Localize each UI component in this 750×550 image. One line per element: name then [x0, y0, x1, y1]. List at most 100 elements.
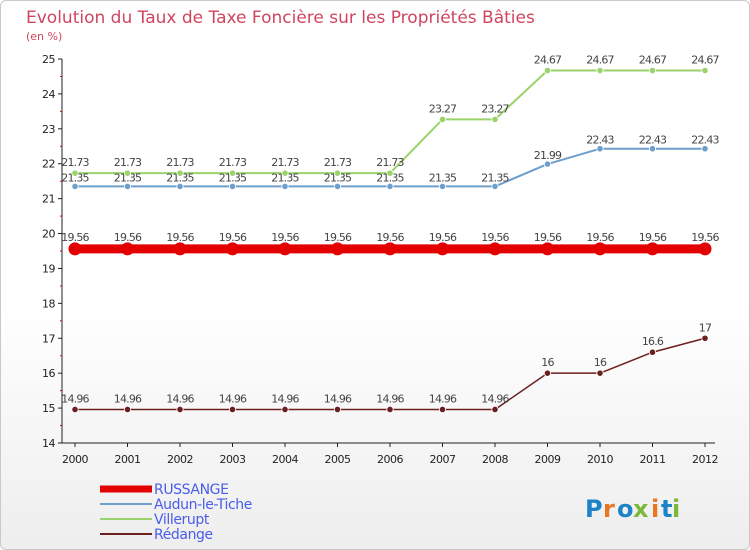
legend-label: Audun-le-Tiche: [154, 497, 252, 513]
data-label: 19.56: [114, 231, 142, 244]
data-label: 21.35: [429, 171, 457, 184]
x-tick-label: 2005: [325, 453, 351, 466]
data-label: 21.35: [324, 171, 352, 184]
data-point: [386, 169, 394, 177]
data-point: [121, 242, 134, 256]
data-point: [278, 242, 292, 256]
legend-label: Rédange: [154, 527, 213, 543]
data-point: [386, 405, 394, 414]
x-tick-label: 2002: [167, 453, 193, 466]
chart-unit-label: (en %): [26, 30, 62, 43]
data-point: [488, 242, 502, 256]
data-label: 21.35: [219, 171, 247, 184]
data-label: 24.67: [534, 54, 562, 67]
data-label: 23.27: [429, 102, 457, 115]
data-point: [333, 182, 342, 191]
logo-letter: i: [672, 495, 680, 523]
x-tick-label: 2007: [430, 453, 456, 466]
x-tick-label: 2009: [535, 453, 561, 466]
data-point: [68, 242, 82, 256]
data-point: [228, 405, 237, 414]
y-tick-label: 23: [42, 123, 55, 136]
y-tick-label: 22: [42, 158, 55, 171]
logo-letter: r: [603, 495, 615, 523]
data-label: 14.96: [324, 392, 352, 405]
data-point: [333, 169, 342, 177]
data-label: 19.56: [534, 231, 562, 244]
data-point: [648, 145, 657, 153]
y-tick-label: 18: [42, 297, 55, 310]
data-point: [176, 405, 184, 414]
data-label: 19.56: [219, 231, 247, 244]
data-label: 17: [699, 321, 712, 334]
data-point: [543, 369, 552, 377]
data-label: 23.27: [481, 102, 509, 115]
data-point: [331, 242, 344, 256]
data-point: [386, 182, 394, 191]
data-point: [596, 66, 604, 75]
data-point: [543, 160, 552, 168]
data-point: [646, 242, 659, 256]
data-label: 21.99: [534, 149, 562, 162]
x-tick-label: 2001: [115, 453, 141, 466]
data-point: [491, 405, 499, 414]
data-point: [383, 242, 397, 256]
data-point: [281, 405, 289, 414]
data-point: [438, 115, 447, 123]
data-label: 21.35: [61, 171, 89, 184]
x-tick-label: 2010: [587, 453, 613, 466]
data-point: [593, 242, 607, 256]
data-point: [226, 242, 239, 256]
data-point: [648, 66, 657, 75]
data-label: 24.67: [691, 54, 719, 67]
data-label: 21.35: [166, 171, 194, 184]
data-point: [123, 169, 132, 177]
data-label: 21.73: [376, 156, 404, 169]
data-point: [698, 242, 712, 256]
data-point: [438, 182, 447, 191]
data-label: 22.43: [586, 134, 614, 147]
data-point: [701, 66, 709, 75]
y-tick-label: 25: [42, 53, 55, 66]
data-label: 19.56: [61, 231, 89, 244]
y-tick-label: 21: [42, 193, 55, 206]
data-point: [228, 182, 237, 191]
data-point: [491, 182, 499, 191]
data-label: 19.56: [586, 231, 614, 244]
data-label: 21.73: [271, 156, 299, 169]
data-point: [173, 242, 187, 256]
data-label: 21.35: [376, 171, 404, 184]
data-point: [543, 66, 552, 75]
logo-letter: t: [661, 495, 672, 523]
y-tick-label: 14: [42, 437, 55, 450]
data-point: [123, 182, 132, 191]
data-point: [596, 145, 604, 153]
data-label: 22.43: [691, 134, 719, 147]
data-point: [648, 348, 657, 356]
data-label: 21.73: [114, 156, 142, 169]
data-point: [438, 405, 447, 414]
y-tick-label: 15: [42, 402, 55, 415]
data-label: 16.6: [642, 335, 664, 348]
data-label: 16: [594, 356, 607, 369]
data-point: [701, 145, 709, 153]
data-label: 21.35: [271, 171, 299, 184]
data-point: [281, 182, 289, 191]
legend-label: Villerupt: [154, 512, 210, 528]
data-label: 14.96: [61, 392, 89, 405]
data-point: [176, 169, 184, 177]
logo-letter: x: [633, 495, 649, 523]
data-point: [436, 242, 449, 256]
data-label: 14.96: [114, 392, 142, 405]
data-label: 19.56: [376, 231, 404, 244]
data-label: 21.35: [114, 171, 142, 184]
data-label: 19.56: [324, 231, 352, 244]
y-tick-label: 17: [42, 332, 55, 345]
data-point: [491, 115, 499, 123]
x-tick-label: 2004: [272, 453, 298, 466]
data-point: [123, 405, 132, 414]
chart-title: Evolution du Taux de Taxe Foncière sur l…: [26, 8, 535, 28]
